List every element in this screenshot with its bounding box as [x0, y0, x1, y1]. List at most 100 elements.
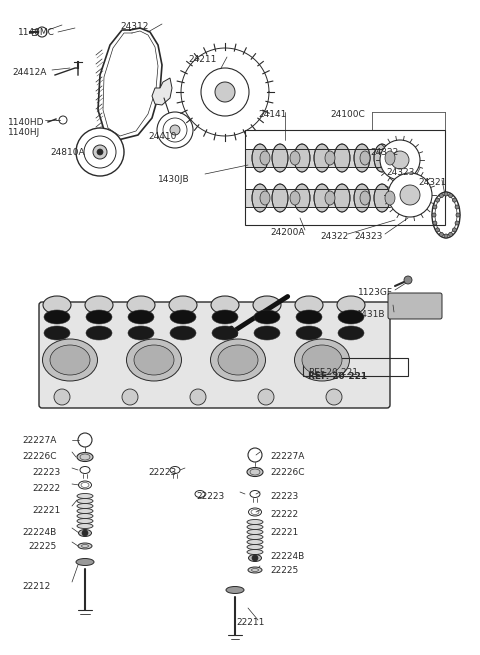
Circle shape [453, 198, 456, 202]
FancyBboxPatch shape [388, 293, 442, 319]
Text: 22223: 22223 [196, 492, 224, 501]
Circle shape [444, 234, 448, 238]
Text: 22227A: 22227A [22, 436, 56, 445]
Text: 24100C: 24100C [330, 110, 365, 119]
Circle shape [258, 389, 274, 405]
Circle shape [215, 82, 235, 102]
Bar [245, 149, 390, 167]
Ellipse shape [254, 310, 280, 324]
Text: 24322: 24322 [370, 148, 398, 157]
Circle shape [97, 149, 103, 155]
Circle shape [455, 205, 459, 209]
Ellipse shape [247, 540, 263, 544]
Ellipse shape [85, 296, 113, 314]
Ellipse shape [253, 296, 281, 314]
Text: 24412A: 24412A [12, 68, 47, 77]
Circle shape [122, 389, 138, 405]
Ellipse shape [43, 296, 71, 314]
Text: 24200A: 24200A [270, 228, 304, 237]
Circle shape [400, 185, 420, 205]
Text: 24322: 24322 [320, 232, 348, 241]
Circle shape [455, 221, 459, 225]
Polygon shape [152, 78, 172, 105]
Ellipse shape [254, 326, 280, 340]
Ellipse shape [128, 310, 154, 324]
Ellipse shape [294, 184, 310, 212]
Ellipse shape [360, 151, 370, 165]
Ellipse shape [247, 529, 263, 534]
Ellipse shape [374, 184, 390, 212]
Circle shape [404, 276, 412, 284]
Text: 1140HD: 1140HD [8, 118, 45, 127]
Ellipse shape [360, 191, 370, 205]
Circle shape [76, 128, 124, 176]
Ellipse shape [314, 184, 330, 212]
Ellipse shape [295, 296, 323, 314]
Ellipse shape [247, 519, 263, 525]
Text: 22222: 22222 [270, 510, 298, 519]
Ellipse shape [77, 504, 93, 508]
Text: 22223: 22223 [270, 492, 298, 501]
Circle shape [456, 213, 460, 217]
Text: 22222: 22222 [32, 484, 60, 493]
Ellipse shape [86, 310, 112, 324]
Ellipse shape [338, 310, 364, 324]
Text: 24431B: 24431B [350, 310, 384, 319]
Circle shape [433, 221, 437, 225]
Text: 22223: 22223 [148, 468, 176, 477]
Ellipse shape [325, 151, 335, 165]
Circle shape [93, 145, 107, 159]
Ellipse shape [385, 151, 395, 165]
Circle shape [453, 228, 456, 232]
Text: 1140MC: 1140MC [18, 28, 55, 37]
Circle shape [435, 228, 440, 232]
Text: 1430JB: 1430JB [158, 175, 190, 184]
Text: 24141: 24141 [258, 110, 287, 119]
Circle shape [435, 198, 440, 202]
Ellipse shape [79, 529, 92, 536]
Text: 22211: 22211 [236, 618, 264, 627]
Circle shape [439, 194, 444, 198]
Ellipse shape [77, 514, 93, 519]
Ellipse shape [354, 184, 370, 212]
Ellipse shape [43, 339, 97, 381]
Ellipse shape [211, 339, 265, 381]
Text: 22221: 22221 [270, 528, 298, 537]
Ellipse shape [272, 184, 288, 212]
Ellipse shape [170, 310, 196, 324]
Ellipse shape [50, 345, 90, 375]
Ellipse shape [334, 184, 350, 212]
Ellipse shape [296, 326, 322, 340]
Ellipse shape [77, 453, 93, 462]
Text: 22224B: 22224B [270, 552, 304, 561]
Text: 24810A: 24810A [50, 148, 84, 157]
Ellipse shape [249, 555, 262, 561]
Bar [245, 130, 445, 225]
Circle shape [82, 530, 88, 536]
Circle shape [157, 112, 193, 148]
Text: 24312: 24312 [120, 22, 148, 31]
Circle shape [391, 151, 409, 169]
Text: 1140HJ: 1140HJ [8, 128, 40, 137]
Ellipse shape [77, 498, 93, 504]
Text: 22224B: 22224B [22, 528, 56, 537]
Ellipse shape [127, 296, 155, 314]
Ellipse shape [252, 184, 268, 212]
Circle shape [444, 192, 448, 196]
Ellipse shape [295, 339, 349, 381]
Ellipse shape [294, 144, 310, 172]
Ellipse shape [77, 523, 93, 529]
Ellipse shape [128, 326, 154, 340]
Text: 22221: 22221 [32, 506, 60, 515]
Ellipse shape [127, 339, 181, 381]
Ellipse shape [218, 345, 258, 375]
Circle shape [439, 233, 444, 236]
Ellipse shape [169, 296, 197, 314]
Bar [245, 189, 390, 207]
Ellipse shape [248, 567, 262, 573]
Ellipse shape [354, 144, 370, 172]
Text: 22227A: 22227A [270, 452, 304, 461]
Ellipse shape [212, 310, 238, 324]
Ellipse shape [77, 519, 93, 523]
Ellipse shape [247, 468, 263, 476]
